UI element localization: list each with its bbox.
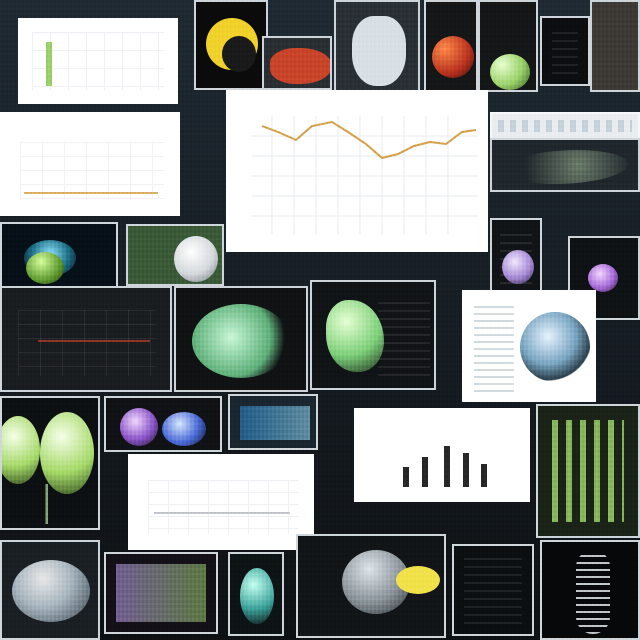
chart-low-left-grid — [148, 480, 298, 534]
bar-4 — [462, 452, 469, 488]
tile-purple-green-texture — [104, 552, 218, 634]
dark-chart-left-plot — [18, 310, 156, 376]
green-bulb-stems — [22, 484, 78, 524]
chart-low-left-line — [154, 512, 290, 514]
blue-creature — [162, 412, 206, 446]
tile-green-stalks — [536, 404, 640, 538]
tile-translucent-shell — [0, 540, 100, 640]
lavender-orb — [502, 250, 534, 284]
purple-green-texture — [116, 564, 206, 622]
green-fingers-lines — [378, 300, 430, 376]
white-vase-shape — [352, 16, 406, 86]
blue-lab-panel — [240, 406, 310, 440]
grey-fluffy — [174, 236, 218, 282]
orange-sphere-shape — [432, 36, 474, 78]
green-fingers — [326, 300, 384, 372]
yellow-accent — [396, 566, 440, 594]
tile-blue-lab — [228, 394, 318, 450]
green-bulb-left — [2, 416, 40, 484]
tile-dark-ui-top-right — [540, 16, 590, 86]
tile-blue-green-figure — [228, 552, 284, 636]
tile-purple-blue-creatures — [104, 396, 222, 452]
tile-grey-fluffy — [126, 224, 224, 286]
tile-chart-low-left — [128, 454, 314, 550]
wing-shape — [504, 150, 628, 184]
xray-creature — [576, 550, 610, 634]
ui-graph-bottom-lines — [464, 556, 522, 624]
tile-creature-yellow — [194, 0, 268, 90]
blue-green-figure — [240, 568, 274, 624]
tile-chart-left-mid-grid — [20, 142, 164, 200]
tile-chart-top-left — [18, 18, 178, 104]
tile-grey-ball-cluster — [296, 534, 446, 638]
tile-chart-top-left-mark — [46, 42, 52, 86]
tile-lens-diagram — [462, 290, 596, 402]
tile-orange-sphere — [424, 0, 478, 92]
green-sphere-shape — [490, 54, 530, 90]
tile-ui-graph-bottom — [452, 544, 534, 636]
lens-diagram-lines — [474, 304, 514, 392]
dark-chart-left-line — [38, 340, 150, 342]
bar-1 — [403, 466, 410, 488]
lens-shape — [520, 312, 590, 382]
tile-green-sphere — [478, 0, 538, 92]
red-leaf-shape — [270, 48, 330, 84]
dark-ui-top-right-lines — [552, 28, 578, 74]
purple-orb-right — [588, 264, 618, 292]
bar-5 — [481, 463, 488, 488]
tile-red-leaf — [262, 36, 332, 90]
tile-teal-glow — [0, 222, 118, 288]
tile-chart-left-mid — [0, 112, 180, 216]
striped-panel-lines — [498, 120, 632, 132]
tile-chart-left-mid-line — [24, 192, 158, 194]
tile-big-line-chart — [226, 90, 488, 252]
green-bulb-right — [40, 412, 94, 494]
tile-green-organism — [174, 286, 308, 392]
tile-striped-panel — [490, 112, 640, 140]
tile-white-vase — [334, 0, 420, 92]
translucent-shell — [12, 560, 90, 622]
green-fruit — [26, 252, 64, 284]
tile-chart-top-left-grid — [32, 32, 164, 90]
bar-chart-area — [377, 428, 511, 488]
green-stalks — [552, 420, 624, 522]
creature-yellow-shadow — [222, 36, 256, 72]
big-line-chart-svg — [252, 116, 478, 234]
green-organism — [192, 304, 290, 378]
tile-bar-chart — [354, 408, 530, 502]
tile-dark-chart-left — [0, 286, 172, 392]
tile-room-top-right — [590, 0, 640, 92]
tile-xray-creature — [540, 540, 640, 640]
tile-green-bulbs — [0, 396, 100, 530]
tile-green-fingers — [310, 280, 436, 390]
bar-3 — [443, 445, 450, 488]
bar-2 — [422, 456, 429, 488]
tile-tech-panel-right — [490, 218, 542, 302]
purple-creature — [120, 408, 158, 446]
tile-wing-shape — [490, 138, 640, 192]
